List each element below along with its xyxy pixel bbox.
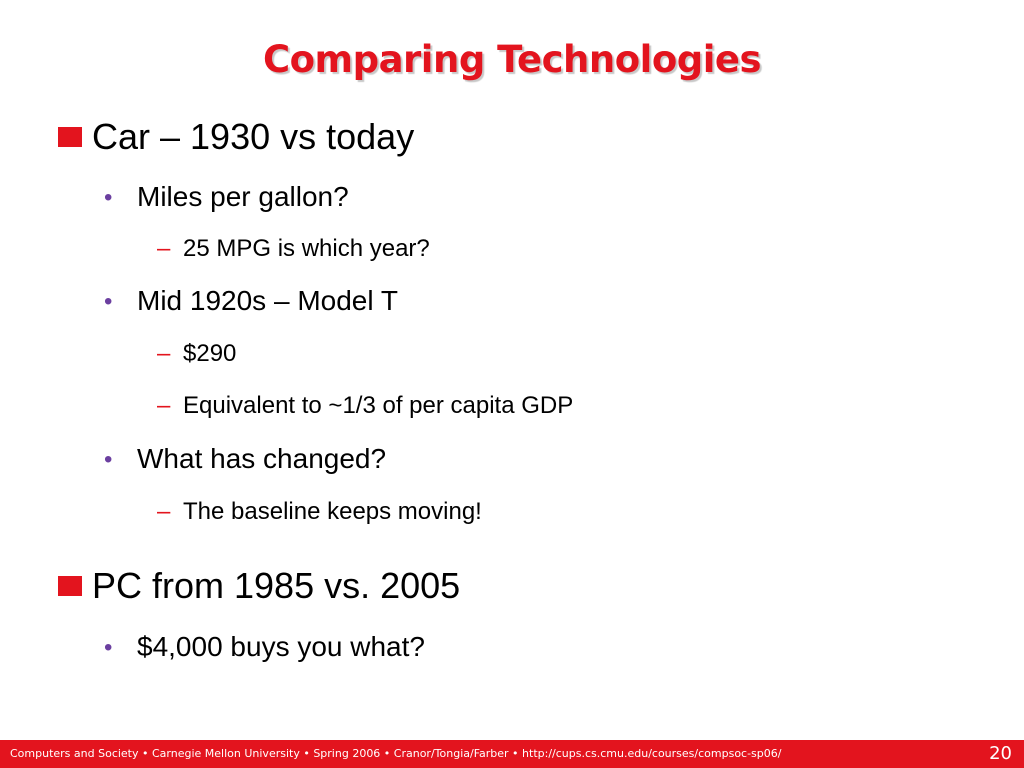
sub-bullet-text: $4,000 buys you what? — [137, 631, 425, 662]
footer-bar: Computers and Society • Carnegie Mellon … — [0, 740, 1024, 768]
page-number: 20 — [989, 743, 1012, 764]
bullet-text: Car – 1930 vs today — [92, 116, 415, 157]
sub-sub-bullet-text: $290 — [183, 340, 237, 367]
bullet-dash: – — [157, 235, 171, 262]
bullet-text: PC from 1985 vs. 2005 — [92, 565, 461, 606]
bullet-square — [58, 127, 82, 147]
sub-sub-bullet-text: 25 MPG is which year? — [183, 235, 430, 262]
bullet-dot: • — [104, 288, 113, 315]
bullet-dash: – — [157, 498, 171, 525]
sub-bullet-text: What has changed? — [137, 443, 387, 474]
bullet-dot: • — [104, 184, 113, 211]
bullet-dot: • — [104, 634, 113, 661]
sub-sub-bullet-text: Equivalent to ~1/3 of per capita GDP — [183, 392, 574, 419]
sub-sub-bullet-text: The baseline keeps moving! — [183, 498, 482, 525]
footer-text: Computers and Society • Carnegie Mellon … — [10, 747, 782, 760]
sub-bullet-text: Miles per gallon? — [137, 181, 349, 212]
bullet-square — [58, 576, 82, 596]
bullet-dot: • — [104, 446, 113, 473]
slide-title: Comparing Technologies — [262, 38, 762, 81]
bullet-dash: – — [157, 340, 171, 367]
sub-bullet-text: Mid 1920s – Model T — [137, 285, 398, 316]
bullet-dash: – — [157, 392, 171, 419]
